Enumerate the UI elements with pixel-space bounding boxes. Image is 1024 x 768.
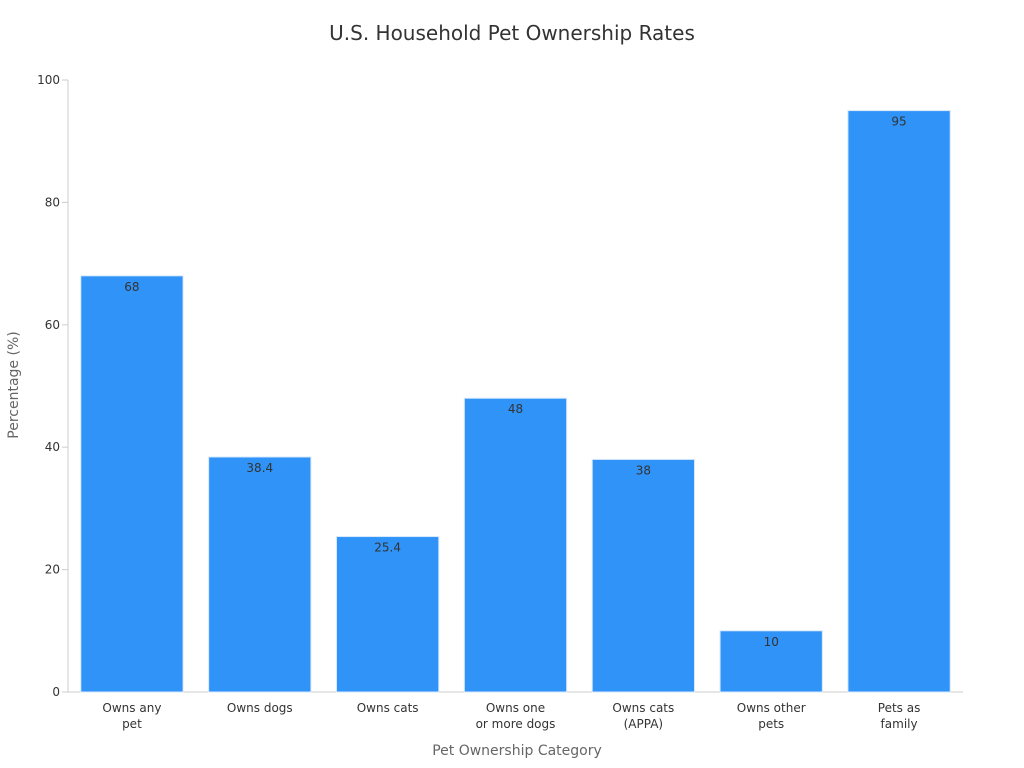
x-tick-label-line: Owns cats	[612, 701, 674, 715]
bar-value-label: 10	[764, 635, 779, 649]
bar-value-label: 68	[124, 280, 139, 294]
x-tick-label: Pets as family	[878, 701, 921, 731]
x-tick-label-line: Owns cats	[357, 701, 419, 715]
bars	[80, 110, 951, 693]
bar-value-label: 38	[636, 463, 651, 477]
x-tick-label-line: Owns any	[102, 701, 161, 715]
y-tick-label: 40	[45, 440, 60, 454]
y-tick-label: 60	[45, 318, 60, 332]
y-axis-ticks: 0 20 40 60 80 100	[37, 73, 68, 699]
bar	[80, 275, 184, 693]
x-tick-label-line: Pets as	[878, 701, 921, 715]
x-tick-label: Owns any pet	[102, 701, 161, 731]
bar-value-labels: 68 38.4 25.4 48 38 10 95	[124, 115, 906, 649]
y-tick-label: 100	[37, 73, 60, 87]
x-tick-label: Owns cats (APPA)	[612, 701, 674, 731]
x-tick-label: Owns dogs	[227, 701, 293, 715]
x-axis-title: Pet Ownership Category	[432, 743, 602, 759]
x-tick-label: Owns one or more dogs	[476, 701, 556, 731]
bar	[719, 630, 823, 693]
x-tick-label: Owns other pets	[737, 701, 806, 731]
x-tick-label: Owns cats	[357, 701, 419, 715]
bar	[463, 397, 568, 693]
x-tick-label-line: or more dogs	[476, 717, 556, 731]
x-tick-label-line: Owns dogs	[227, 701, 293, 715]
x-tick-label-line: (APPA)	[624, 717, 664, 731]
y-tick-label: 0	[52, 685, 60, 699]
chart-title: U.S. Household Pet Ownership Rates	[329, 21, 695, 45]
bar	[208, 456, 312, 693]
bar-value-label: 95	[891, 115, 906, 129]
x-tick-label-line: family	[881, 717, 918, 731]
x-axis-category-labels: Owns any pet Owns dogs Owns cats Owns one or …	[102, 701, 920, 731]
bar	[591, 458, 696, 693]
bar-value-label: 25.4	[374, 541, 401, 555]
bar-value-label: 48	[508, 402, 523, 416]
x-tick-label-line: pet	[122, 717, 142, 731]
bar	[336, 536, 440, 693]
x-tick-label-line: Owns one	[486, 701, 545, 715]
bar	[847, 110, 951, 693]
x-tick-label-line: Owns other	[737, 701, 806, 715]
x-tick-label-line: pets	[758, 717, 784, 731]
y-tick-label: 20	[45, 563, 60, 577]
bar-value-label: 38.4	[246, 461, 273, 475]
y-tick-label: 80	[45, 195, 60, 209]
y-axis-title: Percentage (%)	[6, 331, 22, 438]
